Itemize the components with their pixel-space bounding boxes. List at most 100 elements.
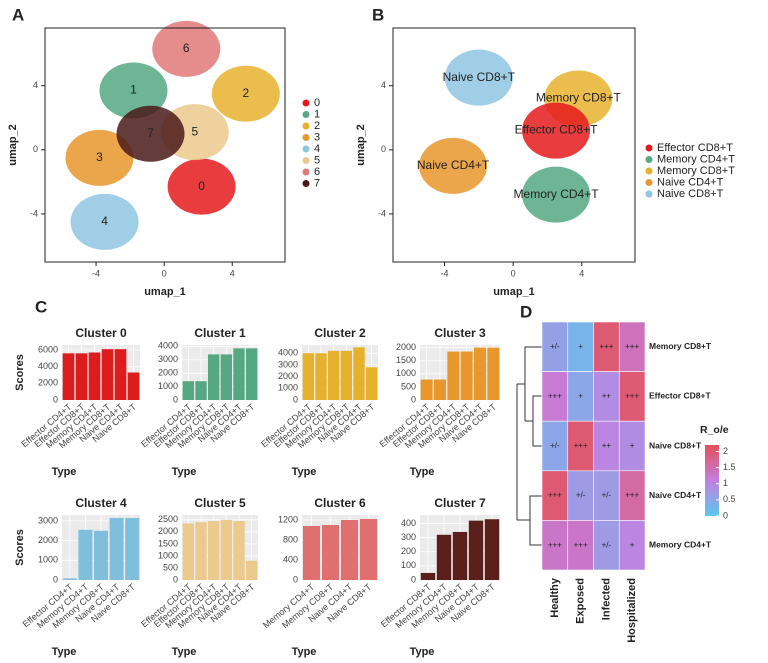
x-tick-label: -4 bbox=[440, 268, 448, 278]
y-tick-label: 100 bbox=[401, 560, 416, 570]
y-tick-label: 1000 bbox=[158, 550, 178, 560]
x-tick-label: -4 bbox=[92, 268, 100, 278]
bar bbox=[340, 520, 359, 580]
y-tick-label: 0 bbox=[293, 574, 298, 584]
cluster-label: 7 bbox=[147, 126, 154, 140]
cluster-region bbox=[116, 105, 185, 162]
cluster-region bbox=[152, 20, 221, 77]
y-tick-label: 6000 bbox=[38, 344, 58, 354]
cell-label: +/- bbox=[602, 491, 612, 500]
heatmap-cell bbox=[593, 420, 620, 472]
cell-label: +++ bbox=[574, 540, 588, 549]
y-tick-label: 4 bbox=[33, 80, 38, 90]
legend-marker bbox=[302, 180, 310, 187]
bar bbox=[78, 529, 93, 580]
cell-label: +/- bbox=[602, 540, 612, 549]
legend-label: 3 bbox=[314, 131, 320, 143]
chart-title: Cluster 6 bbox=[314, 496, 366, 510]
colorbar-tick-label: 1.5 bbox=[723, 462, 736, 472]
legend-marker bbox=[645, 167, 653, 175]
bar bbox=[88, 352, 101, 400]
legend-marker bbox=[302, 168, 310, 176]
y-tick-label: 500 bbox=[163, 562, 178, 572]
chart-title: Cluster 5 bbox=[194, 496, 246, 510]
y-tick-label: 1500 bbox=[158, 538, 178, 548]
y-tick-label: 2000 bbox=[158, 526, 178, 536]
cluster-label: Memory CD4+T bbox=[514, 187, 600, 201]
cell-label: +++ bbox=[625, 392, 639, 401]
column-label: Hospitalized bbox=[626, 578, 638, 643]
bar bbox=[195, 381, 207, 400]
cluster-region bbox=[70, 193, 139, 250]
cluster-label: Naive CD4+T bbox=[417, 158, 490, 172]
y-tick-label: 4000 bbox=[38, 361, 58, 371]
x-axis-label: Type bbox=[52, 466, 77, 478]
y-tick-label: 0 bbox=[33, 144, 38, 154]
bar bbox=[302, 353, 315, 400]
y-tick-label: 2000 bbox=[396, 342, 416, 352]
bar bbox=[302, 526, 321, 580]
y-axis-label: umap_2 bbox=[7, 124, 19, 166]
heatmap-cell bbox=[541, 321, 569, 372]
cluster-label: 4 bbox=[101, 214, 108, 228]
y-tick-label: 0 bbox=[53, 574, 58, 584]
cell-label: +++ bbox=[548, 540, 562, 549]
bar bbox=[487, 347, 500, 400]
y-tick-label: 2000 bbox=[158, 368, 178, 378]
bar bbox=[447, 351, 460, 400]
legend-label: 1 bbox=[314, 108, 320, 120]
x-axis-label: Type bbox=[172, 646, 197, 658]
cell-label: ++ bbox=[602, 392, 612, 401]
heatmap-cell bbox=[618, 520, 646, 571]
legend-marker bbox=[302, 157, 310, 164]
y-tick-label: 0 bbox=[173, 394, 178, 404]
chart-title: Cluster 4 bbox=[75, 496, 127, 510]
heatmap-cell bbox=[593, 371, 620, 422]
cell-label: ++ bbox=[602, 441, 612, 450]
row-label: Effector CD8+T bbox=[649, 391, 711, 401]
legend-label: 2 bbox=[314, 120, 320, 132]
bar bbox=[474, 347, 486, 400]
chart-title: Cluster 1 bbox=[194, 326, 246, 340]
y-tick-label: 2000 bbox=[38, 378, 58, 388]
bar bbox=[114, 349, 127, 400]
x-axis-label: Type bbox=[410, 646, 435, 658]
panel-letter: C bbox=[35, 297, 47, 316]
bar bbox=[460, 351, 473, 400]
y-tick-label: 300 bbox=[401, 532, 416, 542]
y-tick-label: 2000 bbox=[38, 535, 58, 545]
bar bbox=[207, 354, 220, 400]
cluster-label: Memory CD8+T bbox=[536, 91, 622, 105]
column-label: Healthy bbox=[549, 577, 561, 618]
legend-marker bbox=[645, 190, 653, 198]
y-tick-label: 0 bbox=[381, 144, 386, 154]
plot-background bbox=[182, 515, 258, 580]
y-axis-label: Scores bbox=[14, 529, 26, 566]
legend-marker bbox=[645, 144, 653, 152]
heatmap-cell bbox=[541, 420, 569, 472]
plot-background bbox=[182, 345, 258, 400]
legend-label: 5 bbox=[314, 154, 320, 166]
bar bbox=[434, 379, 446, 400]
bar bbox=[127, 372, 140, 400]
heatmap-cell bbox=[541, 371, 569, 422]
heatmap-cell bbox=[593, 321, 620, 372]
bar bbox=[420, 572, 436, 580]
x-axis-label: Type bbox=[292, 646, 317, 658]
y-tick-label: 1000 bbox=[38, 555, 58, 565]
bar bbox=[340, 350, 353, 400]
bar bbox=[182, 381, 195, 400]
cluster-region bbox=[167, 158, 236, 215]
y-tick-label: 2500 bbox=[158, 514, 178, 524]
legend-marker bbox=[645, 179, 653, 186]
legend-label: 6 bbox=[314, 166, 320, 178]
column-label: Exposed bbox=[575, 578, 587, 624]
y-tick-label: 3000 bbox=[158, 354, 178, 364]
cell-label: +++ bbox=[599, 342, 613, 351]
y-tick-label: 400 bbox=[401, 518, 416, 528]
bar bbox=[62, 578, 77, 580]
plot-frame bbox=[392, 27, 636, 263]
colorbar-tick-label: 2 bbox=[723, 446, 728, 456]
y-tick-label: 1000 bbox=[158, 381, 178, 391]
